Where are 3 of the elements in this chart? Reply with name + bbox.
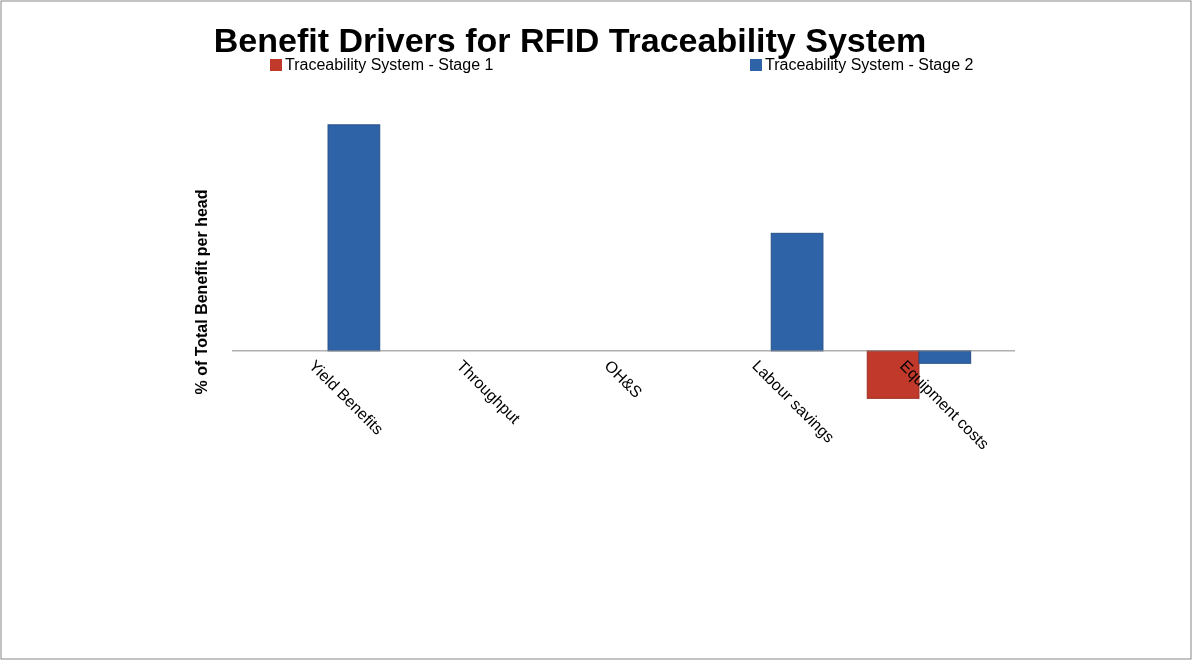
y-axis-title: % of Total Benefit per head (193, 189, 210, 395)
legend-label: Traceability System - Stage 1 (285, 56, 494, 73)
chart-title: Benefit Drivers for RFID Traceability System (213, 21, 927, 59)
